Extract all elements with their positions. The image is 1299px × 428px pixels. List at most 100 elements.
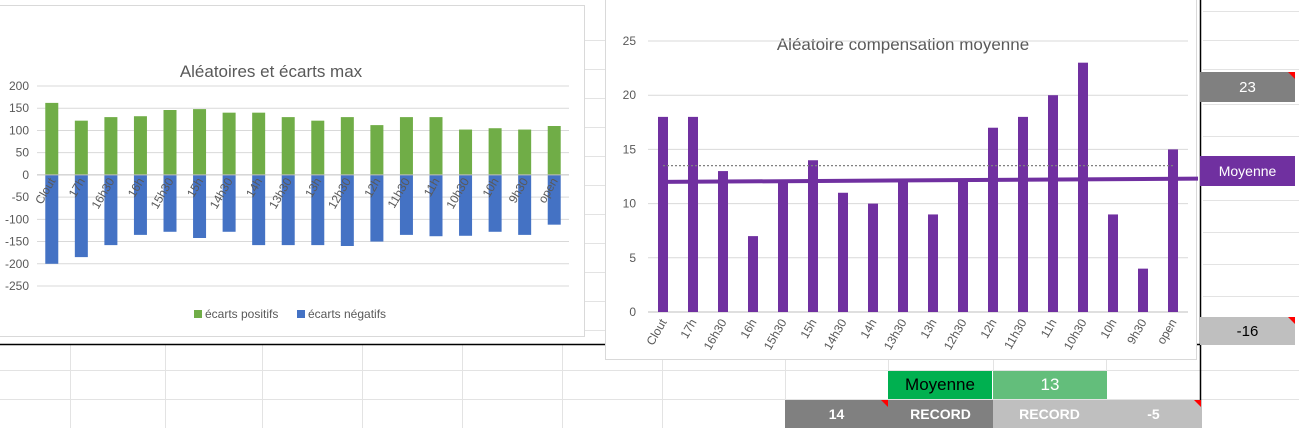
moyenne-label-cell[interactable]: Moyenne <box>888 371 992 399</box>
bar-ecart-positif <box>163 110 177 175</box>
bar-ecart-positif <box>311 120 325 175</box>
legend-label-positifs: écarts positifs <box>205 307 278 321</box>
bar-ecart-positif <box>340 117 354 175</box>
legend-swatch-negatifs <box>297 310 305 318</box>
chart-title: Aléatoire compensation moyenne <box>777 35 1029 54</box>
record-label-cell-2[interactable]: RECORD <box>993 400 1106 428</box>
bar-ecart-positif <box>193 109 207 175</box>
record-low-cell[interactable]: -5 <box>1106 400 1201 428</box>
y-tick-label: 5 <box>629 251 636 265</box>
x-tick-label: open <box>1154 317 1179 347</box>
bar-ecart-positif <box>45 102 59 175</box>
bar-ecart-negatif <box>222 174 236 232</box>
bar-compensation <box>1168 149 1178 312</box>
y-tick-label: 200 <box>9 79 29 93</box>
bar-compensation <box>1138 268 1148 312</box>
bar-ecart-negatif <box>488 174 502 232</box>
y-tick-label: 25 <box>623 34 637 48</box>
y-tick-label: 15 <box>623 142 637 156</box>
bar-compensation <box>1108 214 1118 312</box>
chart-title: Aléatoires et écarts max <box>180 62 363 81</box>
y-tick-label: 150 <box>9 101 29 115</box>
bar-ecart-positif <box>222 112 236 175</box>
comment-flag-icon <box>1194 400 1201 407</box>
bar-ecart-negatif <box>518 174 532 235</box>
comment-flag-icon <box>1288 317 1295 324</box>
x-tick-label: 14h30 <box>821 316 850 352</box>
y-tick-label: -200 <box>5 257 29 271</box>
record-high-value: 14 <box>828 406 845 422</box>
bar-ecart-positif <box>547 126 561 175</box>
bar-ecart-positif <box>518 129 532 175</box>
x-tick-label: 15h30 <box>761 316 790 352</box>
bar-ecart-negatif <box>133 174 147 235</box>
x-tick-label: 12h30 <box>941 316 970 352</box>
x-tick-label: 10h30 <box>1061 316 1090 352</box>
bar-ecart-positif <box>252 112 266 175</box>
x-tick-label: 16h30 <box>701 316 730 352</box>
bar-ecart-negatif <box>74 174 88 258</box>
moyenne-side-label: Moyenne <box>1218 163 1277 179</box>
y-tick-label: 0 <box>22 168 29 182</box>
bar-compensation <box>658 116 668 312</box>
bar-compensation <box>778 181 788 312</box>
moyenne-value-cell[interactable]: 13 <box>993 371 1107 399</box>
trend-line <box>662 176 1198 184</box>
chart-compensation-moyenne[interactable]: Aléatoire compensation moyenne 25 20 15 10 5… <box>605 0 1198 360</box>
bar-compensation <box>1078 62 1088 313</box>
x-tick-label: 13h30 <box>881 316 910 352</box>
bar-ecart-negatif <box>252 174 266 246</box>
bar-ecart-positif <box>281 117 295 175</box>
x-tick-label: 16h <box>737 317 759 341</box>
bar-compensation <box>928 214 938 312</box>
bar-ecart-negatif <box>45 174 59 264</box>
chart-aleatoires-ecarts[interactable]: Aléatoires et écarts max 200 150 100 50 0 -50… <box>0 5 585 337</box>
chart-compensation-moyenne-svg: Aléatoire compensation moyenne 25 20 15 10 5… <box>623 34 1198 352</box>
y-tick-label: -100 <box>5 212 29 226</box>
x-tick-label: 15h <box>797 317 819 341</box>
bar-compensation <box>898 181 908 312</box>
y-tick-label: 0 <box>629 305 636 319</box>
bar-compensation <box>868 203 878 312</box>
x-tick-label: 11h30 <box>1001 316 1030 351</box>
chart-legend: écarts positifs écarts négatifs <box>194 307 386 321</box>
bar-ecart-positif <box>429 117 443 175</box>
x-tick-label: 13h <box>917 317 939 341</box>
bar-compensation <box>958 181 968 312</box>
bar-ecart-positif <box>104 117 118 175</box>
bar-ecart-negatif <box>429 174 443 237</box>
x-tick-label: 11h <box>1038 317 1060 341</box>
x-tick-label: Clout <box>643 316 669 348</box>
bar-ecart-positif <box>459 129 473 175</box>
bar-compensation <box>718 171 728 312</box>
x-tick-label: 12h <box>977 317 999 341</box>
y-tick-label: 50 <box>16 146 30 160</box>
bar-compensation <box>988 127 998 312</box>
moyenne-side-cell[interactable]: Moyenne <box>1200 156 1295 186</box>
x-tick-label: 14h <box>857 317 879 341</box>
record-label-1: RECORD <box>910 406 971 422</box>
min-value: -16 <box>1236 322 1259 340</box>
record-high-cell[interactable]: 14 <box>785 400 888 428</box>
bar-ecart-negatif <box>193 174 207 238</box>
bar-compensation <box>748 236 758 312</box>
bar-ecart-negatif <box>163 174 177 232</box>
bar-compensation <box>1048 95 1058 312</box>
bar-ecart-negatif <box>281 174 295 246</box>
x-tick-label: 10h <box>1097 317 1119 341</box>
max-value-cell[interactable]: 23 <box>1200 72 1295 102</box>
legend-label-negatifs: écarts négatifs <box>308 307 386 321</box>
record-low-value: -5 <box>1147 406 1160 422</box>
y-tick-label: -150 <box>5 235 29 249</box>
moyenne-label: Moyenne <box>905 375 975 394</box>
y-tick-label: 100 <box>9 123 29 137</box>
bar-compensation <box>808 160 818 312</box>
bar-ecart-negatif <box>370 174 384 242</box>
min-value-cell[interactable]: -16 <box>1200 317 1295 345</box>
bar-ecart-negatif <box>547 174 561 225</box>
x-tick-label: 9h30 <box>1124 316 1150 346</box>
record-label-cell-1[interactable]: RECORD <box>888 400 993 428</box>
bar-ecart-negatif <box>399 174 413 235</box>
bar-ecart-positif <box>74 120 88 175</box>
bar-ecart-negatif <box>311 174 325 246</box>
